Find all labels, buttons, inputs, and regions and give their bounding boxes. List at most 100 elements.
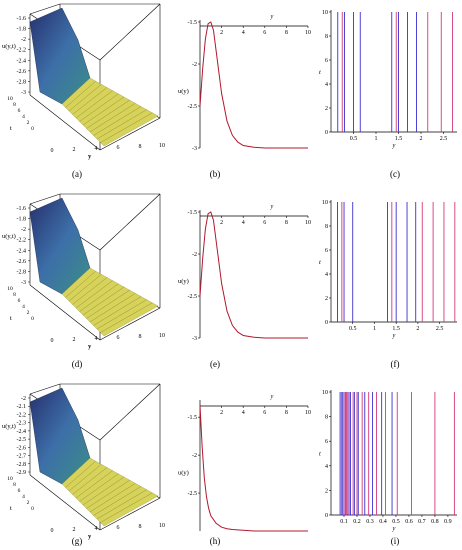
y-tick-label: 6: [117, 335, 120, 341]
t-axis-label: t: [10, 505, 12, 512]
panel-g: -2 -2.1 -2.2 -2.3 -2.4 -2.5 -2.6 -2.7 -2.8 -2.9 u(…: [0, 380, 170, 545]
surface-mesh-line: [93, 296, 142, 326]
y-tick-label: 0: [325, 320, 328, 326]
y-tick-label: 10: [322, 390, 328, 396]
y-axis-label: y: [88, 533, 92, 540]
y-tick-label: 10: [159, 333, 165, 339]
box-edge: [99, 497, 161, 531]
t-tick-label: 2: [27, 310, 30, 316]
t-tick-label: 2: [27, 500, 30, 506]
t-tick-label: 8: [13, 292, 16, 298]
t-tick-label: 6: [18, 298, 21, 304]
x-tick-label: 2: [220, 30, 223, 36]
y-tick-label: 4: [325, 82, 328, 88]
t-tick-label: 4: [22, 114, 25, 120]
x-tick-label: 2: [420, 136, 423, 142]
y-tick-label: 2: [73, 147, 76, 153]
surface-mesh-line: [65, 81, 96, 108]
surface-mesh-line: [96, 109, 147, 140]
x-tick-label: 0.9: [444, 519, 452, 525]
x-tick-label: 2: [220, 220, 223, 226]
box-edge: [29, 94, 101, 151]
solution-curve: [199, 405, 308, 532]
x-tick-label: 4: [242, 30, 245, 36]
caption-g: (g): [71, 536, 83, 546]
y-tick-label: 0: [325, 130, 328, 136]
surface-plot-a: -1.6-1.8-2-2.2-2.4-2.6-2.8-3u(y,t)108642…: [2, 3, 165, 160]
x-tick-label: 2.5: [440, 136, 448, 142]
y-tick-label: -2.5: [188, 491, 198, 497]
x-tick-label: 0.5: [350, 136, 358, 142]
surface-mesh-line: [79, 93, 119, 122]
lines-plot-i: 0 2 4 6 8 10 0.1 0.2 0.3 0.4 0.5 0.6 0.7 0.8 0.9 y t: [319, 390, 457, 532]
x-tick-label: 6: [263, 220, 266, 226]
y-tick-label: 4: [325, 464, 328, 470]
surface-mesh-line: [82, 96, 125, 126]
x-tick-label: 0.3: [366, 519, 374, 525]
surface-mesh-line: [68, 464, 102, 492]
z-tick-label: -3: [21, 90, 26, 96]
box-edge: [99, 383, 161, 441]
y-tick-label: -2.5: [188, 104, 198, 110]
x-axis-label: y: [392, 332, 396, 339]
x-tick-label: 10: [305, 410, 311, 416]
y-tick-label: 8: [139, 144, 142, 150]
box-edge: [99, 3, 161, 61]
surface-mesh-line: [72, 467, 108, 495]
z-tick-label: -2.6: [17, 259, 27, 265]
y-tick-label: 8: [325, 415, 328, 421]
x-tick-label: 2: [220, 410, 223, 416]
t-tick-label: 10: [7, 96, 13, 102]
z-tick-label: -2.6: [17, 69, 27, 75]
z-tick-label: -2.7: [17, 454, 27, 460]
x-tick-label: 8: [285, 220, 288, 226]
surface-plot-d: -1.6-1.8-2-2.2-2.4-2.6-2.8-3u(y,t)108642…: [2, 193, 165, 350]
z-tick-label: -1.6: [17, 16, 27, 22]
x-tick-label: 10: [305, 30, 311, 36]
z-tick-label: -2.6: [17, 445, 27, 451]
z-tick-label: -1.8: [17, 217, 27, 223]
z-tick-label: -2.8: [17, 269, 27, 275]
z-tick-label: -2.4: [17, 248, 27, 254]
surface-mesh-line: [72, 87, 108, 115]
line-plot-b: y 2 4 6 8 10 -1.5 -2 -2.5 -3 u(y): [178, 14, 311, 152]
y-tick-label: -1.5: [188, 210, 198, 216]
panel-b: y 2 4 6 8 10 -1.5 -2 -2.5 -3 u(y): [170, 0, 315, 162]
y-tick-label: 10: [322, 200, 328, 206]
solution-curve: [199, 21, 308, 149]
z-tick-label: -1.8: [17, 27, 27, 33]
y-axis-label: y: [88, 153, 92, 160]
z-tick-label: -2.2: [17, 412, 27, 418]
y-axis-label: u(y): [178, 470, 189, 477]
t-tick-label: 0: [31, 316, 34, 322]
z-tick-label: -2: [21, 37, 26, 43]
x-tick-label: 4: [242, 220, 245, 226]
y-tick-label: -2: [192, 62, 197, 68]
z-tick-label: -3: [21, 280, 26, 286]
x-tick-label: 8: [285, 410, 288, 416]
caption-i: (i): [390, 536, 400, 546]
x-axis-label: y: [270, 394, 274, 400]
surface-mesh-line: [100, 492, 153, 523]
y-tick-label: 8: [139, 524, 142, 530]
y-tick-label: 4: [95, 336, 98, 342]
x-tick-label: 0.5: [349, 326, 357, 332]
z-tick-label: -2.2: [17, 48, 27, 54]
y-tick-label: 8: [325, 34, 328, 40]
z-tick-label: -2: [21, 396, 26, 402]
caption-a: (a): [72, 169, 82, 179]
z-axis-label: u(y,t): [2, 43, 16, 50]
x-tick-label: 0.8: [431, 519, 439, 525]
x-tick-label: 2: [416, 326, 419, 332]
x-tick-label: 8: [285, 30, 288, 36]
z-tick-label: -2.2: [17, 238, 27, 244]
box-edge: [29, 474, 101, 531]
t-tick-label: 4: [22, 304, 25, 310]
surface-mesh-line: [93, 106, 142, 136]
y-tick-label: 8: [139, 334, 142, 340]
box-edge: [99, 307, 161, 341]
panel-e: y 2 4 6 8 10 -1.5 -2 -2.5 -3 u(y): [170, 190, 315, 352]
y-tick-label: 0: [51, 338, 54, 344]
t-tick-label: 10: [7, 286, 13, 292]
z-tick-label: -2.8: [17, 462, 27, 468]
